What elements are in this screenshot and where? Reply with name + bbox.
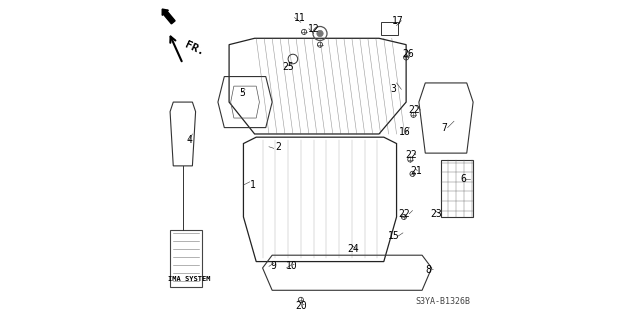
Text: 16: 16	[399, 127, 410, 137]
Text: 26: 26	[402, 49, 413, 59]
Text: 25: 25	[282, 62, 294, 72]
Text: S3YA-B1326B: S3YA-B1326B	[415, 297, 470, 306]
Text: IMA SYSTEM: IMA SYSTEM	[168, 276, 211, 282]
Text: 22: 22	[405, 150, 417, 160]
Text: 7: 7	[442, 122, 447, 133]
Text: 15: 15	[387, 231, 399, 241]
Text: 4: 4	[186, 135, 192, 145]
Text: 6: 6	[461, 174, 467, 184]
Text: 11: 11	[293, 12, 305, 23]
Text: 17: 17	[392, 16, 404, 26]
Circle shape	[317, 30, 323, 37]
Text: 3: 3	[390, 84, 396, 94]
Text: 8: 8	[426, 264, 431, 275]
Text: 22: 22	[399, 209, 410, 219]
Text: 22: 22	[408, 105, 420, 115]
Text: 5: 5	[239, 87, 244, 98]
Text: 9: 9	[271, 261, 276, 271]
Text: 2: 2	[276, 142, 282, 152]
Text: 24: 24	[348, 244, 360, 254]
Text: 12: 12	[308, 24, 319, 34]
Text: 23: 23	[431, 209, 442, 219]
FancyArrow shape	[162, 9, 175, 24]
Text: 1: 1	[250, 180, 256, 190]
Text: FR.: FR.	[184, 40, 206, 58]
Text: 20: 20	[295, 301, 307, 311]
Text: 10: 10	[285, 261, 297, 271]
Text: 21: 21	[410, 166, 422, 176]
